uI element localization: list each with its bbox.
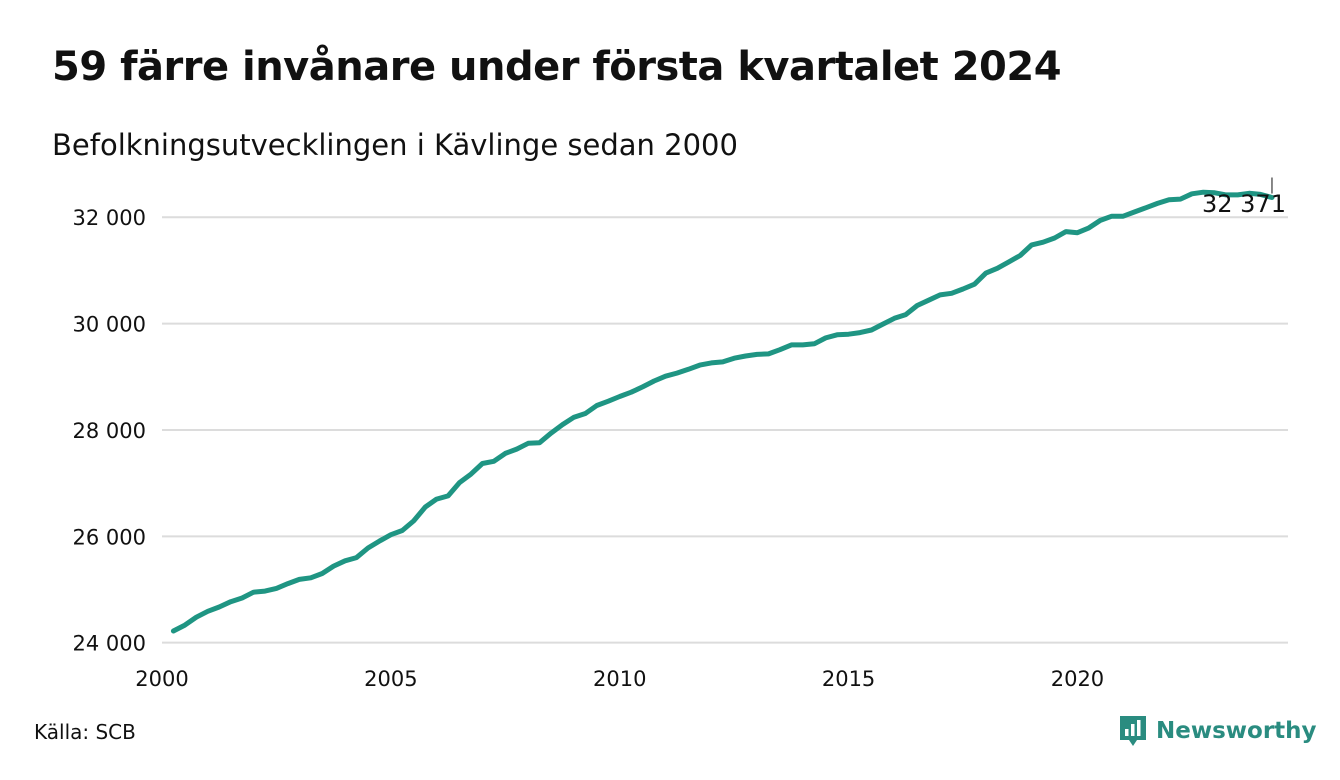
series-line [170, 189, 1275, 634]
x-tick-label: 2020 [1051, 667, 1104, 691]
series-layer [170, 189, 1275, 634]
end-value-label: 32 371 [1202, 190, 1286, 218]
y-axis-tick-labels: 24 000 26 000 28 000 30 000 32 000 [73, 206, 146, 655]
chart-subtitle: Befolkningsutvecklingen i Kävlinge sedan… [52, 128, 738, 162]
x-tick-label: 2005 [364, 667, 417, 691]
y-tick-label: 32 000 [73, 206, 146, 230]
y-tick-label: 24 000 [73, 632, 146, 656]
newsworthy-logo-icon [1120, 716, 1146, 746]
source-note: Källa: SCB [34, 720, 136, 744]
y-tick-label: 28 000 [73, 419, 146, 443]
end-label-layer: 32 371 [1202, 177, 1286, 218]
x-tick-label: 2000 [135, 667, 188, 691]
x-tick-label: 2015 [822, 667, 875, 691]
gridlines [162, 216, 1288, 644]
brand-name: Newsworthy [1156, 718, 1317, 744]
x-axis-tick-labels: 2000 2005 2010 2015 2020 [135, 667, 1104, 691]
y-tick-label: 30 000 [73, 313, 146, 337]
x-tick-label: 2010 [593, 667, 646, 691]
chart-title: 59 färre invånare under första kvartalet… [52, 44, 1062, 90]
brand-logo: Newsworthy [1118, 713, 1317, 749]
y-tick-label: 26 000 [73, 525, 146, 549]
